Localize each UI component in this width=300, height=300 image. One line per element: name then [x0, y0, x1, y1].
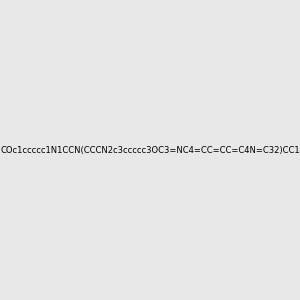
Text: COc1ccccc1N1CCN(CCCN2c3ccccc3OC3=NC4=CC=CC=C4N=C32)CC1: COc1ccccc1N1CCN(CCCN2c3ccccc3OC3=NC4=CC=…	[0, 146, 300, 154]
